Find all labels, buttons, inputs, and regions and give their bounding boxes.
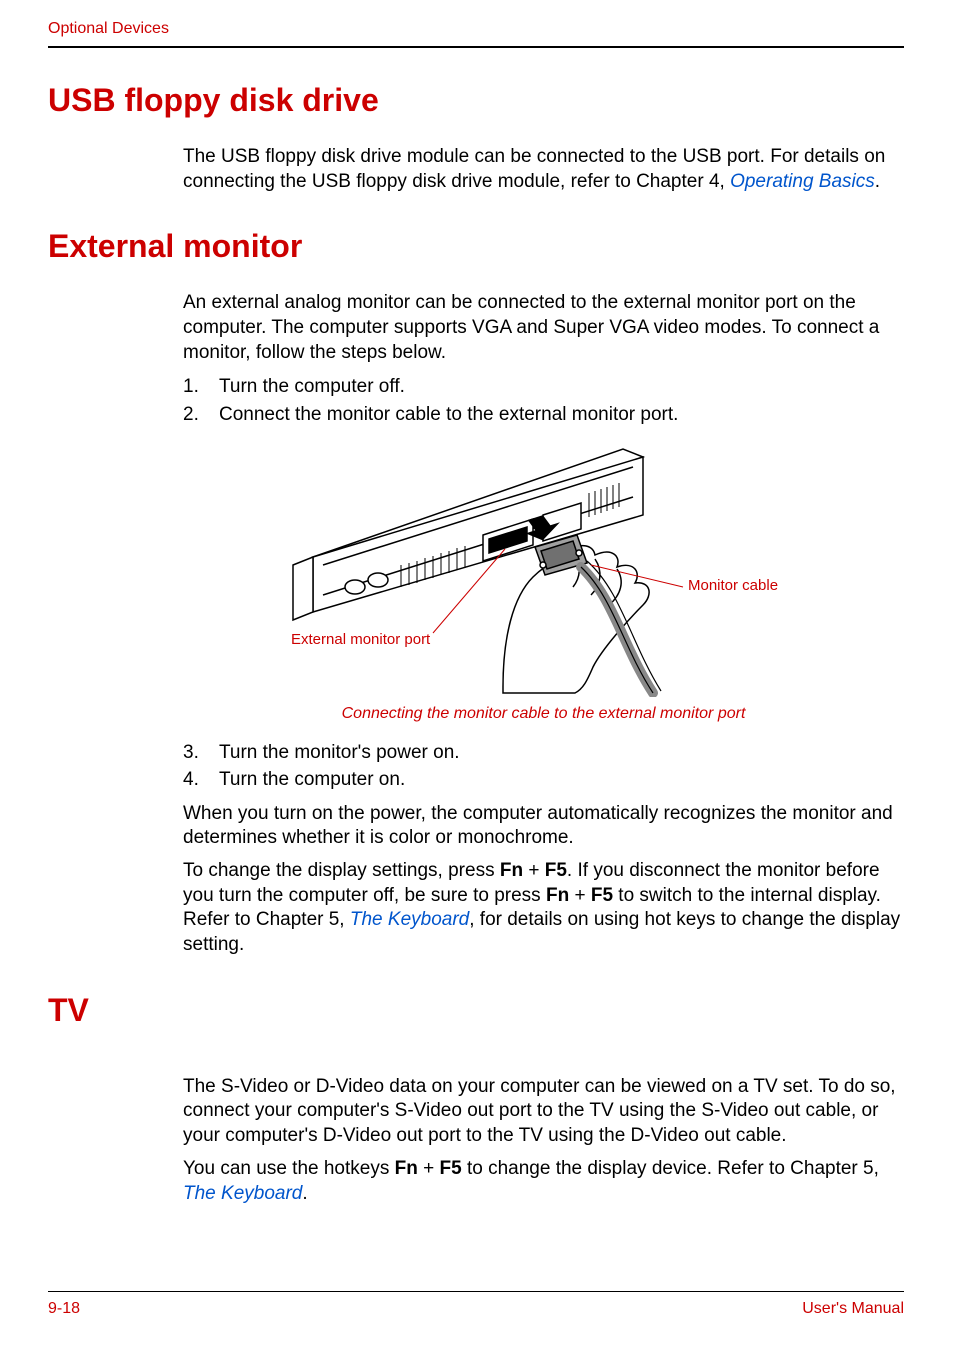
t: + [523,860,545,881]
page-footer: 9-18 User's Manual [48,1291,904,1318]
body-tv: The S-Video or D-Video data on your comp… [183,1075,904,1206]
t: + [418,1158,440,1179]
key-fn: Fn [395,1158,418,1179]
step-text: Turn the computer off. [219,373,405,401]
step-number: 4. [183,766,219,794]
monitor-cable-illustration [183,437,903,697]
tv-para2: You can use the hotkeys Fn + F5 to chang… [183,1157,904,1206]
key-f5: F5 [591,885,613,906]
step-text: Connect the monitor cable to the externa… [219,401,678,429]
t: You can use the hotkeys [183,1158,395,1179]
key-fn: Fn [500,860,523,881]
callout-external-monitor-port: External monitor port [291,631,430,648]
step-number: 2. [183,401,219,429]
page: Optional Devices USB floppy disk drive T… [0,0,954,1352]
heading-tv: TV [48,992,904,1029]
heading-external-monitor: External monitor [48,228,904,265]
list-item: 1.Turn the computer off. [183,373,904,401]
key-f5: F5 [440,1158,462,1179]
t: + [569,885,591,906]
step-text: Turn the computer on. [219,766,405,794]
figure-monitor-cable: External monitor port Monitor cable [183,437,904,697]
step-number: 3. [183,739,219,767]
running-header: Optional Devices [48,20,904,44]
t: to change the display device. Refer to C… [462,1158,879,1179]
link-the-keyboard[interactable]: The Keyboard [183,1183,302,1204]
ext-intro: An external analog monitor can be connec… [183,291,904,365]
header-rule [48,46,904,48]
list-item: 4.Turn the computer on. [183,766,904,794]
usb-para-text-b: . [875,171,880,192]
manual-title: User's Manual [802,1300,904,1318]
t: To change the display settings, press [183,860,500,881]
body-ext: An external analog monitor can be connec… [183,291,904,957]
tv-para1: The S-Video or D-Video data on your comp… [183,1075,904,1149]
callout-monitor-cable: Monitor cable [688,577,778,594]
link-operating-basics[interactable]: Operating Basics [730,171,875,192]
ext-para2: When you turn on the power, the computer… [183,802,904,851]
list-item: 2.Connect the monitor cable to the exter… [183,401,904,429]
step-number: 1. [183,373,219,401]
ext-steps-34: 3.Turn the monitor's power on. 4.Turn th… [183,739,904,794]
body-usb: The USB floppy disk drive module can be … [183,145,904,194]
link-the-keyboard[interactable]: The Keyboard [350,909,469,930]
key-fn: Fn [546,885,569,906]
usb-para: The USB floppy disk drive module can be … [183,145,904,194]
key-f5: F5 [545,860,567,881]
list-item: 3.Turn the monitor's power on. [183,739,904,767]
ext-para3: To change the display settings, press Fn… [183,859,904,958]
step-text: Turn the monitor's power on. [219,739,460,767]
heading-usb-floppy: USB floppy disk drive [48,82,904,119]
page-number: 9-18 [48,1300,80,1318]
ext-steps-12: 1.Turn the computer off. 2.Connect the m… [183,373,904,428]
figure-caption: Connecting the monitor cable to the exte… [183,705,904,723]
t: . [302,1183,307,1204]
